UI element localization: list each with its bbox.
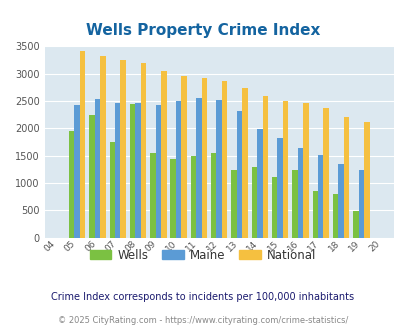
Bar: [196, 98, 201, 238]
Bar: [332, 194, 337, 238]
Text: Wells Property Crime Index: Wells Property Crime Index: [85, 23, 320, 38]
Bar: [190, 155, 196, 238]
Bar: [135, 103, 141, 238]
Bar: [155, 105, 161, 238]
Bar: [100, 56, 105, 238]
Bar: [74, 105, 80, 238]
Bar: [170, 159, 175, 238]
Bar: [181, 76, 186, 238]
Bar: [358, 170, 363, 238]
Bar: [80, 50, 85, 238]
Bar: [109, 142, 115, 238]
Bar: [222, 81, 227, 238]
Bar: [256, 129, 262, 238]
Bar: [89, 115, 94, 238]
Bar: [120, 60, 126, 238]
Legend: Wells, Maine, National: Wells, Maine, National: [85, 244, 320, 266]
Bar: [292, 170, 297, 238]
Bar: [312, 191, 317, 238]
Bar: [236, 111, 242, 238]
Bar: [94, 99, 100, 238]
Text: © 2025 CityRating.com - https://www.cityrating.com/crime-statistics/: © 2025 CityRating.com - https://www.city…: [58, 316, 347, 325]
Bar: [262, 96, 267, 238]
Bar: [216, 100, 222, 238]
Bar: [363, 122, 369, 238]
Bar: [130, 104, 135, 238]
Bar: [141, 63, 146, 238]
Bar: [282, 101, 288, 238]
Bar: [150, 153, 155, 238]
Bar: [201, 78, 207, 238]
Bar: [303, 103, 308, 238]
Bar: [297, 148, 303, 238]
Bar: [175, 101, 181, 238]
Text: Crime Index corresponds to incidents per 100,000 inhabitants: Crime Index corresponds to incidents per…: [51, 292, 354, 302]
Bar: [271, 178, 277, 238]
Bar: [277, 138, 282, 238]
Bar: [69, 131, 74, 238]
Bar: [115, 103, 120, 238]
Bar: [231, 170, 236, 238]
Bar: [242, 88, 247, 238]
Bar: [343, 117, 348, 238]
Bar: [337, 164, 343, 238]
Bar: [251, 167, 256, 238]
Bar: [161, 71, 166, 238]
Bar: [211, 153, 216, 238]
Bar: [317, 155, 323, 238]
Bar: [323, 108, 328, 238]
Bar: [352, 211, 358, 238]
